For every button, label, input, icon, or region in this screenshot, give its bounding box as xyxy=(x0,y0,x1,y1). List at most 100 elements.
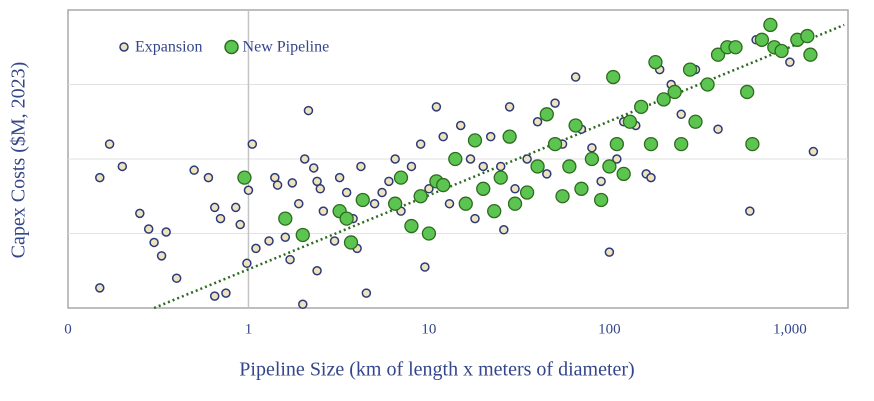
data-point xyxy=(215,213,226,224)
data-point xyxy=(745,206,755,216)
data-point xyxy=(369,198,380,209)
data-point xyxy=(203,172,214,183)
data-point xyxy=(341,187,352,198)
data-point xyxy=(596,176,606,187)
data-point xyxy=(303,105,314,116)
data-point xyxy=(476,181,491,196)
data-point xyxy=(584,151,600,167)
data-point xyxy=(646,172,656,183)
data-point xyxy=(104,139,115,149)
data-point xyxy=(570,72,581,82)
data-point xyxy=(470,213,480,224)
data-point xyxy=(763,17,778,33)
x-tick-label: 100 xyxy=(598,321,621,337)
data-point xyxy=(609,136,625,152)
data-point xyxy=(448,151,463,167)
legend-marker xyxy=(224,39,239,55)
data-point xyxy=(406,161,417,172)
data-point xyxy=(356,161,366,172)
data-point xyxy=(149,237,159,248)
data-point xyxy=(355,192,370,208)
data-point xyxy=(507,196,523,211)
data-point xyxy=(800,28,815,44)
data-point xyxy=(555,189,570,204)
x-tick-label: 0 xyxy=(64,321,72,337)
data-point xyxy=(393,170,409,185)
data-point xyxy=(424,184,434,194)
data-point xyxy=(587,143,597,153)
data-point xyxy=(634,99,649,114)
data-point xyxy=(143,224,154,234)
x-tick-label: 1,000 xyxy=(773,321,807,337)
legend-marker xyxy=(119,42,129,52)
data-point xyxy=(612,154,622,164)
data-point xyxy=(312,266,322,276)
data-point xyxy=(272,180,283,190)
data-point xyxy=(808,146,819,157)
data-point xyxy=(334,172,345,183)
data-point xyxy=(415,139,426,149)
data-point xyxy=(504,102,515,112)
data-point xyxy=(550,98,560,108)
data-point xyxy=(499,225,509,235)
data-point xyxy=(562,159,577,174)
data-point xyxy=(593,192,609,208)
data-point xyxy=(209,202,220,213)
data-point xyxy=(339,211,354,226)
data-point xyxy=(485,131,496,142)
data-point xyxy=(431,102,442,112)
data-point xyxy=(384,176,394,187)
data-point xyxy=(532,117,543,127)
data-point xyxy=(299,154,310,164)
data-point xyxy=(478,161,489,172)
data-point xyxy=(728,40,743,55)
data-point xyxy=(710,47,726,62)
data-point xyxy=(574,181,589,196)
data-point xyxy=(404,218,419,234)
data-point xyxy=(230,202,241,213)
x-tick-label: 1 xyxy=(245,321,253,337)
data-point xyxy=(495,161,506,172)
data-point xyxy=(243,185,254,196)
data-point xyxy=(542,169,552,179)
data-point xyxy=(745,136,760,152)
data-point xyxy=(656,92,671,107)
data-point xyxy=(616,166,631,182)
data-point xyxy=(329,236,340,246)
trendline xyxy=(153,23,845,310)
x-tick-label: 10 xyxy=(421,321,436,337)
data-point xyxy=(688,114,703,129)
data-point xyxy=(465,154,476,164)
data-point xyxy=(539,107,554,122)
data-point xyxy=(444,198,455,209)
data-point xyxy=(438,131,448,142)
data-point xyxy=(285,254,295,265)
data-point xyxy=(676,109,686,120)
data-point xyxy=(251,243,261,254)
data-point xyxy=(294,198,304,209)
data-point xyxy=(754,32,770,47)
data-point xyxy=(390,154,400,164)
data-point xyxy=(361,288,372,298)
data-point xyxy=(280,232,291,242)
data-point xyxy=(318,206,329,216)
data-point xyxy=(674,136,689,152)
data-point xyxy=(209,291,220,301)
data-point xyxy=(682,62,698,77)
data-point xyxy=(287,178,298,188)
data-point xyxy=(643,136,659,152)
data-point xyxy=(467,133,483,148)
data-point xyxy=(713,124,723,134)
data-point xyxy=(502,129,517,144)
data-point xyxy=(413,189,428,204)
data-point xyxy=(420,262,430,272)
data-point xyxy=(602,159,617,174)
data-point xyxy=(700,77,715,92)
data-point xyxy=(519,185,535,200)
data-point xyxy=(189,165,199,175)
data-point xyxy=(667,84,682,100)
data-point xyxy=(458,196,473,211)
data-point xyxy=(622,114,638,129)
data-point xyxy=(135,208,145,219)
